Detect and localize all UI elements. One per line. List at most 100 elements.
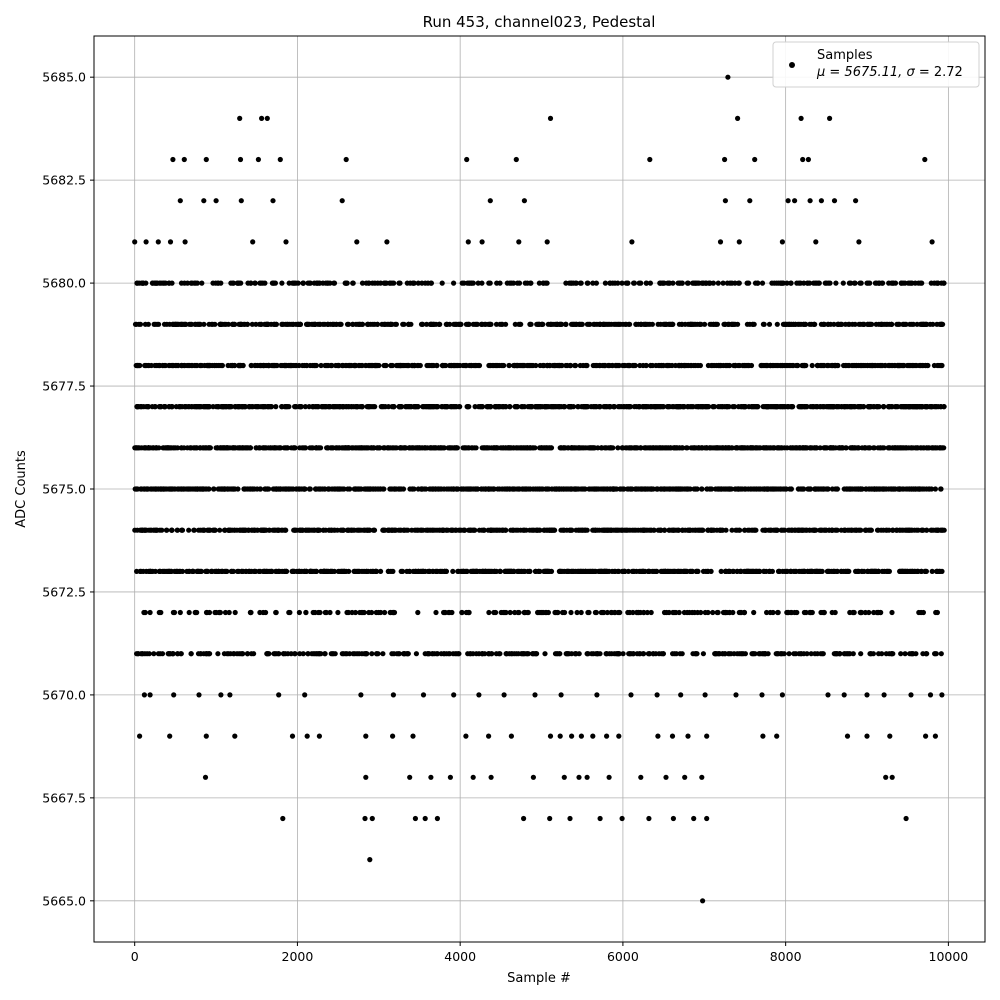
data-point [779,692,786,698]
data-point [232,527,238,533]
data-point [789,445,796,451]
data-point [812,651,818,657]
data-point [222,609,229,616]
data-point [219,362,225,369]
data-point [666,609,672,616]
data-point [784,609,790,616]
data-point [802,527,808,533]
data-point [710,527,716,533]
data-point [604,527,611,533]
data-point [437,445,443,451]
data-point [921,445,927,451]
data-point [381,527,387,533]
data-point [924,527,930,533]
data-point [663,774,669,780]
data-point [734,651,740,657]
data-point [305,651,311,657]
data-point [203,156,209,163]
data-point [881,404,887,410]
data-point [578,486,584,492]
data-point [398,404,404,410]
data-point [888,651,894,657]
data-point [837,651,843,657]
data-point [137,733,143,739]
data-point [186,609,192,616]
data-point [300,651,306,657]
data-point [167,733,173,739]
data-point [251,568,258,575]
data-point [780,568,786,575]
data-point [282,651,288,657]
data-point [223,445,229,451]
data-point [710,609,716,616]
data-point [239,568,245,575]
data-point [763,527,769,533]
data-point [247,445,253,451]
data-point [273,609,279,616]
data-point [391,609,398,616]
data-point [624,486,631,492]
data-point [527,568,533,575]
data-point [222,486,228,492]
data-point [755,486,762,492]
data-point [157,486,163,492]
data-point [730,568,736,575]
data-point [853,198,859,204]
data-point [862,445,868,451]
data-point [689,609,695,616]
data-point [426,651,432,657]
data-point [704,815,710,822]
data-point [530,362,536,369]
data-point [542,651,548,657]
data-point [407,445,413,451]
data-point [454,445,460,451]
data-point [151,651,157,657]
data-point [740,404,746,410]
data-point [851,445,857,451]
data-point [651,568,657,575]
data-point [676,362,682,369]
data-point [302,445,308,451]
data-point [772,362,778,369]
data-point [771,527,777,533]
data-point [148,527,154,533]
data-point [790,362,796,369]
data-point [414,527,420,533]
data-point [601,404,607,410]
data-point [559,362,565,369]
data-point [348,404,354,410]
data-point [374,445,380,451]
data-point [922,568,928,575]
data-point [609,568,615,575]
data-point [842,651,848,657]
data-point [939,692,945,698]
data-point [568,404,574,410]
data-point [918,362,924,369]
data-point [207,362,213,369]
data-point [434,362,440,369]
data-point [350,651,356,657]
data-point [638,486,644,492]
data-point [817,527,823,533]
data-point [786,651,792,657]
data-point [390,568,396,575]
data-point [320,404,326,410]
data-point [378,568,384,575]
data-point [439,362,445,369]
data-point [881,692,887,698]
data-point [418,527,424,533]
data-point [412,404,419,410]
data-point [717,527,723,533]
data-point [862,609,869,616]
data-point [269,568,275,575]
data-point [235,486,241,492]
data-point [276,651,282,657]
data-point [237,156,244,163]
data-point [170,445,176,451]
data-point [525,609,531,616]
data-point [761,486,767,492]
data-point [841,692,847,698]
data-point [689,568,695,575]
data-point [904,362,910,369]
data-point [590,445,596,451]
